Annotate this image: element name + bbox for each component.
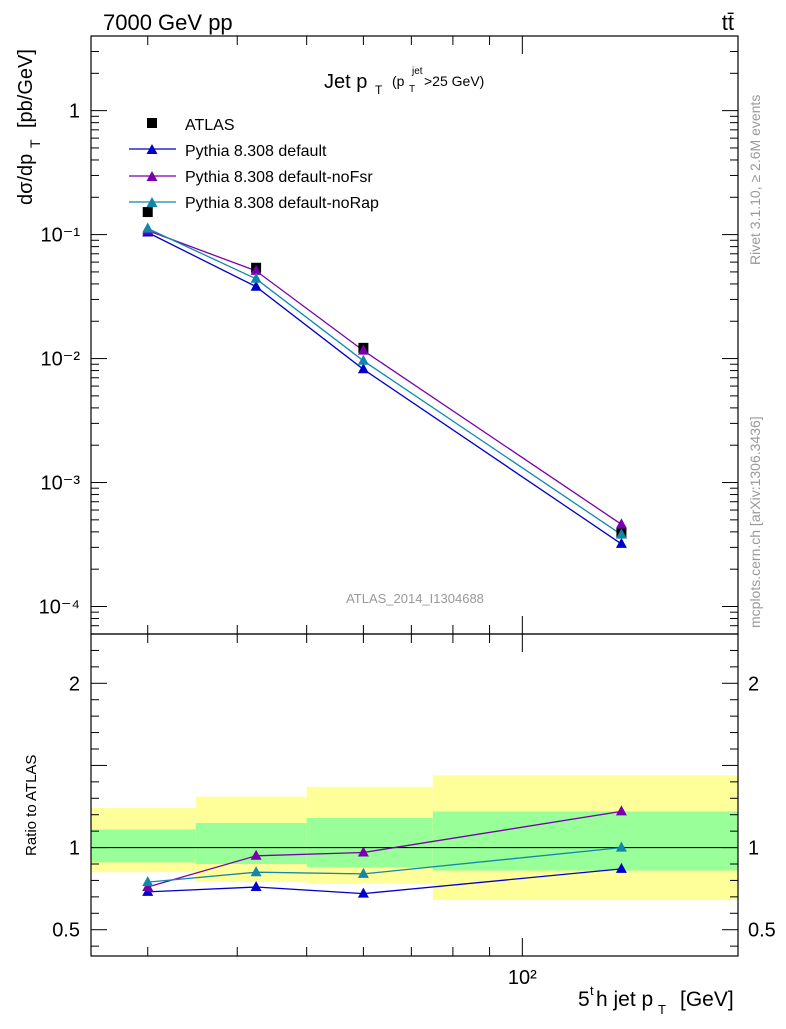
mcplots-reference-label: mcplots.cern.ch [arXiv:1306.3436] [747, 416, 763, 628]
ratio-y-axis-title: Ratio to ATLAS [23, 755, 40, 856]
series-line-2 [147, 227, 622, 536]
ratio-series-2-point [142, 876, 154, 887]
x-axis-title-sub: T [658, 1002, 666, 1017]
uncertainty-band-inner [432, 811, 738, 871]
y-tick-label: 10⁻³ [41, 473, 81, 495]
legend-label-nofsr: Pythia 8.308 default-noFsr [185, 169, 373, 186]
x-tick-label: 10² [508, 967, 537, 989]
series-2-point [250, 272, 262, 283]
ratio-y-tick-label-right: 0.5 [748, 920, 776, 942]
header-process-label: tt̄ [722, 10, 734, 35]
ratio-series-2-point [615, 841, 627, 852]
y-axis-title-sub: T [27, 139, 43, 148]
analysis-watermark: ATLAS_2014_I1304688 [346, 591, 484, 606]
ratio-y-tick-label: 0.5 [52, 920, 80, 942]
legend-marker-norap [146, 197, 158, 207]
series-line-0 [147, 231, 622, 545]
y-tick-label: 1 [69, 101, 80, 123]
ratio-series-line-1 [147, 810, 622, 888]
plot-title-cut-value: >25 GeV) [424, 73, 484, 89]
rivet-version-label: Rivet 3.1.10, ≥ 2.6M events [747, 95, 763, 265]
ratio-y-tick-label-right: 1 [748, 838, 759, 860]
uncertainty-band-inner [91, 829, 196, 863]
main-panel: 10⁻⁴ 10⁻³ 10⁻² 10⁻¹ 1 Jet p T (p T jet >25 G… [15, 35, 739, 635]
x-axis-title-rest: h jet p [596, 988, 653, 1011]
y-tick-label: 10⁻⁴ [39, 596, 80, 618]
legend-marker-atlas [147, 118, 157, 128]
ratio-series-0-point [615, 862, 627, 873]
uncertainty-band-inner [306, 818, 433, 868]
plot-title-sub: T [375, 83, 383, 97]
x-axis-title-unit: [GeV] [680, 988, 734, 1011]
atlas-data-point [142, 207, 153, 218]
ratio-series-1-point [250, 849, 262, 860]
ratio-series-line-2 [147, 846, 622, 883]
plot-title-cut-sub: T [409, 84, 415, 95]
ratio-series-1-point [615, 805, 627, 816]
series-1-point [357, 344, 369, 355]
legend-marker-default [146, 144, 158, 154]
ratio-frame [90, 633, 739, 957]
header-energy-label: 7000 GeV pp [103, 10, 233, 35]
y-axis-title: dσ/dp [15, 154, 37, 205]
plot-title-cut: (p [392, 73, 405, 89]
ratio-series-2-point [357, 867, 369, 878]
legend-label-norap: Pythia 8.308 default-noRap [185, 195, 379, 212]
plot-title-prefix: Jet p [324, 71, 367, 93]
series-0-point [357, 363, 369, 374]
y-axis-title-unit: [pb/GeV] [15, 49, 37, 128]
ratio-y-tick-label-right: 2 [748, 673, 759, 695]
ratio-series-1-point [357, 846, 369, 857]
ratio-series-line-0 [147, 868, 622, 895]
series-0-point [615, 537, 627, 548]
ratio-y-tick-label: 1 [69, 838, 80, 860]
series-2-point [142, 222, 154, 233]
x-axis-title-sup: t [590, 983, 594, 998]
series-0-point [250, 280, 262, 291]
legend-label-default: Pythia 8.308 default [185, 143, 327, 160]
series-1-point [250, 264, 262, 275]
legend-marker-nofsr [146, 171, 158, 181]
ratio-y-tick-label: 2 [69, 673, 80, 695]
x-axis-title: 5 [578, 988, 590, 1011]
y-tick-label: 10⁻² [41, 349, 81, 371]
ratio-series-0-point [357, 887, 369, 898]
series-1-point [615, 518, 627, 529]
legend-label-atlas: ATLAS [185, 117, 235, 134]
series-2-point [615, 528, 627, 539]
plot-title-cut-sup: jet [411, 66, 423, 77]
y-tick-label: 10⁻¹ [41, 225, 81, 247]
series-2-point [357, 354, 369, 365]
series-line-1 [147, 229, 622, 525]
ratio-series-0-point [250, 881, 262, 891]
ratio-series-2-point [250, 866, 262, 877]
ratio-panel: 0.5 0.5 1 1 2 2 10² Ratio to ATLAS 5 t h jet p… [23, 633, 776, 1017]
legend: ATLAS Pythia 8.308 default Pythia 8.308 … [129, 117, 379, 212]
